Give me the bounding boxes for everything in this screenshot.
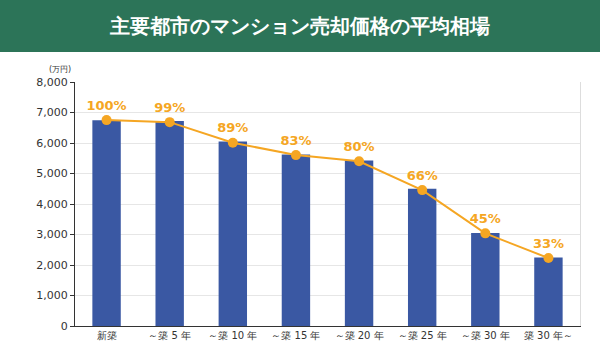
svg-text:(万円): (万円) bbox=[49, 65, 71, 74]
html-text:主要都市のマンション売却価格の平均相場: 主要都市のマンション売却価格の平均相場 bbox=[110, 14, 490, 38]
svg-text:～築 25 年: ～築 25 年 bbox=[398, 330, 447, 341]
svg-text:8,000: 8,000 bbox=[36, 76, 68, 89]
svg-text:45%: 45% bbox=[470, 211, 501, 226]
svg-text:～築 15 年: ～築 15 年 bbox=[271, 330, 320, 341]
svg-text:80%: 80% bbox=[343, 139, 374, 154]
svg-text:83%: 83% bbox=[280, 133, 311, 148]
svg-text:～築 30 年: ～築 30 年 bbox=[461, 330, 510, 341]
svg-text:100%: 100% bbox=[86, 98, 126, 113]
svg-text:6,000: 6,000 bbox=[36, 137, 68, 150]
svg-text:築 30 年～: 築 30 年～ bbox=[524, 330, 573, 341]
svg-text:3,000: 3,000 bbox=[36, 228, 68, 241]
svg-text:2,000: 2,000 bbox=[36, 259, 68, 272]
svg-text:99%: 99% bbox=[154, 100, 185, 115]
svg-text:1,000: 1,000 bbox=[36, 289, 68, 302]
svg-text:33%: 33% bbox=[533, 236, 564, 251]
svg-text:5,000: 5,000 bbox=[36, 167, 68, 180]
svg-text:～築 5 年: ～築 5 年 bbox=[148, 330, 191, 341]
svg-text:7,000: 7,000 bbox=[36, 106, 68, 119]
svg-text:0: 0 bbox=[61, 320, 68, 333]
svg-text:～築 10 年: ～築 10 年 bbox=[208, 330, 257, 341]
svg-text:66%: 66% bbox=[407, 168, 438, 183]
svg-text:～築 20 年: ～築 20 年 bbox=[335, 330, 384, 341]
svg-text:4,000: 4,000 bbox=[36, 198, 68, 211]
svg-text:新築: 新築 bbox=[97, 330, 117, 341]
svg-text:89%: 89% bbox=[217, 120, 248, 135]
